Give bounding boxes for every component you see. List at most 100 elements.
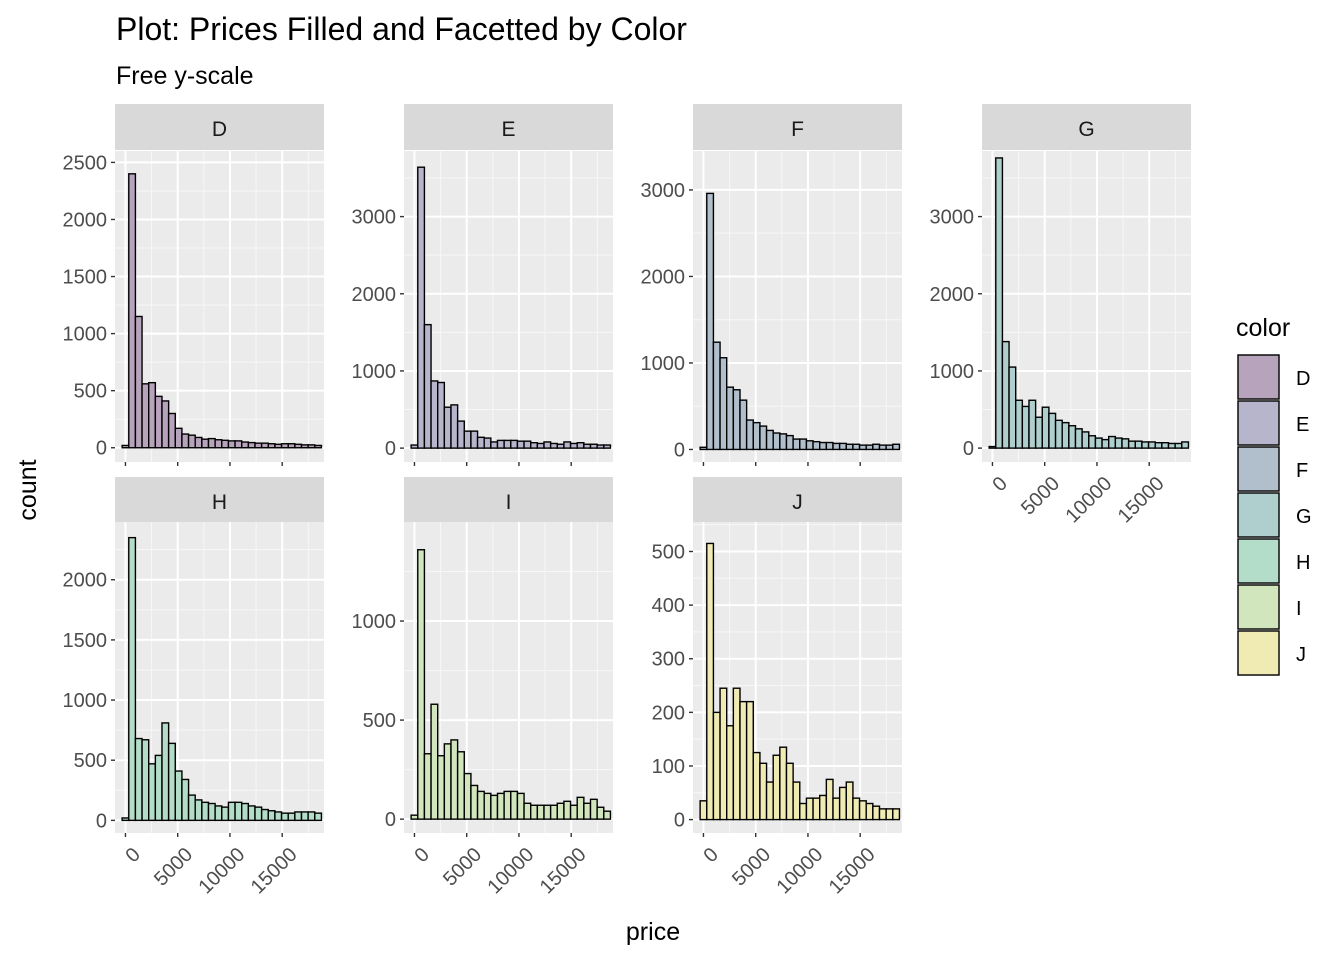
chart-subtitle: Free y-scale — [116, 62, 254, 90]
histogram-bar — [314, 812, 323, 822]
y-tick-label: 0 — [385, 438, 396, 460]
histogram-bar — [1068, 425, 1077, 449]
histogram-bar — [148, 763, 157, 822]
histogram-bar — [1181, 441, 1190, 449]
histogram-bar — [430, 380, 439, 449]
histogram-bar — [726, 725, 735, 821]
histogram-bar — [596, 444, 605, 449]
histogram-bar — [845, 781, 854, 821]
histogram-bar — [234, 440, 243, 449]
histogram-bar — [456, 751, 465, 820]
histogram-bar — [510, 439, 519, 449]
histogram-bar — [1028, 399, 1037, 449]
y-tick-label: 0 — [674, 439, 685, 461]
y-tick-label: 500 — [74, 750, 107, 772]
legend-label: D — [1296, 368, 1310, 390]
y-tick-label: 500 — [363, 710, 396, 732]
histogram-bar — [134, 315, 143, 449]
histogram-bar — [307, 444, 316, 449]
histogram-bar — [576, 796, 585, 820]
histogram-bar — [227, 801, 236, 822]
histogram-bar — [878, 808, 887, 821]
histogram-bar — [496, 439, 505, 449]
histogram-bar — [556, 443, 565, 449]
y-tick-label: 300 — [652, 649, 685, 671]
y-tick-label: 500 — [74, 381, 107, 403]
facet-panel-d: D 0 500 1000 1500 2000 2500 — [63, 104, 324, 466]
histogram-bar — [739, 700, 748, 821]
y-tick-label: 2000 — [63, 570, 108, 592]
histogram-bar — [503, 439, 512, 449]
x-tick-label: 15000 — [825, 844, 880, 899]
x-tick-label: 0 — [410, 844, 433, 867]
y-tick-label: 200 — [652, 702, 685, 724]
histogram-bar — [543, 441, 552, 449]
histogram-bar — [496, 792, 505, 820]
histogram-bar — [569, 442, 578, 449]
legend-label: F — [1296, 460, 1308, 482]
histogram-bar — [227, 440, 236, 449]
histogram-bar — [812, 797, 821, 821]
y-tick-label: 400 — [652, 595, 685, 617]
histogram-bar — [187, 794, 196, 822]
histogram-bar — [699, 446, 708, 451]
legend-label: I — [1296, 598, 1302, 620]
histogram-bar — [1161, 442, 1170, 449]
histogram-bar — [1174, 442, 1183, 449]
histogram-bar — [603, 810, 612, 820]
y-tick-label: 0 — [674, 810, 685, 832]
histogram-bar — [148, 381, 157, 449]
histogram-bar — [825, 778, 834, 821]
histogram-bar — [812, 440, 821, 451]
legend-item-f: F — [1237, 446, 1308, 492]
histogram-bar — [483, 792, 492, 820]
histogram-bar — [443, 406, 452, 449]
histogram-bar — [885, 808, 894, 821]
x-tick-label: 0 — [699, 844, 722, 867]
facet-strip — [404, 104, 613, 150]
histogram-bar — [141, 383, 150, 449]
x-tick-label: 10000 — [772, 844, 827, 899]
histogram-bar — [1121, 438, 1130, 449]
histogram-bar — [1041, 406, 1050, 449]
histogram-bar — [583, 443, 592, 449]
y-axis-title: count — [14, 459, 42, 520]
histogram-bar — [161, 400, 170, 449]
histogram-bar — [274, 443, 283, 449]
histogram-bar — [1101, 438, 1110, 449]
histogram-bar — [121, 817, 130, 822]
histogram-bar — [1114, 437, 1123, 449]
facet-strip — [115, 104, 324, 150]
histogram-bar — [838, 442, 847, 451]
histogram-bar — [154, 754, 163, 822]
facet-strip-label: J — [792, 491, 803, 514]
facet-strip-label: E — [501, 118, 515, 141]
histogram-bar — [280, 443, 289, 449]
histogram-bar — [516, 440, 525, 449]
histogram-bar — [260, 442, 269, 449]
histogram-bar — [181, 778, 190, 822]
y-tick-label: 1500 — [63, 267, 108, 289]
histogram-bar — [745, 419, 754, 451]
histogram-bar — [995, 157, 1004, 449]
x-tick-label: 15000 — [247, 844, 302, 899]
histogram-bar — [154, 395, 163, 449]
histogram-bar — [510, 790, 519, 820]
histogram-bar — [274, 811, 283, 822]
y-tick-label: 0 — [96, 810, 107, 832]
histogram-bar — [294, 811, 303, 822]
histogram-bar — [280, 812, 289, 822]
facet-strip-label: H — [212, 491, 227, 514]
histogram-bar — [765, 429, 774, 451]
histogram-bar — [410, 814, 419, 820]
y-tick-label: 2000 — [930, 284, 975, 306]
histogram-bar — [832, 797, 841, 821]
histogram-bar — [503, 790, 512, 820]
histogram-bar — [234, 801, 243, 822]
histogram-bar — [161, 722, 170, 822]
histogram-bar — [732, 687, 741, 821]
histogram-bar — [221, 439, 230, 449]
y-tick-label: 2000 — [352, 284, 397, 306]
histogram-bar — [201, 438, 210, 449]
y-tick-label: 2500 — [63, 152, 108, 174]
